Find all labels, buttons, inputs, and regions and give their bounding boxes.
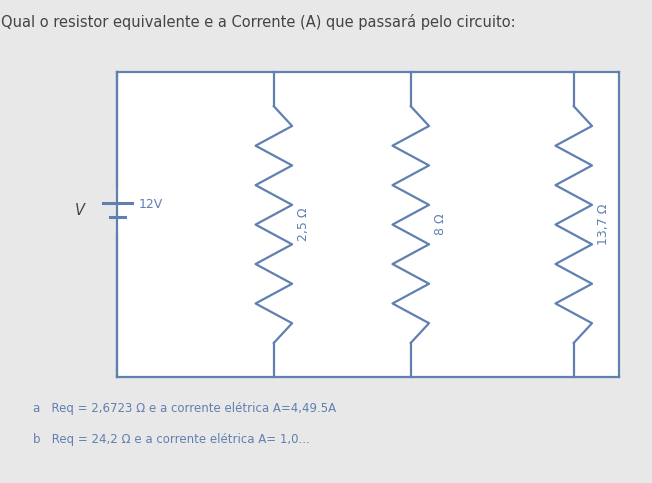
Text: Qual o resistor equivalente e a Corrente (A) que passará pelo circuito:: Qual o resistor equivalente e a Corrente… xyxy=(1,14,516,30)
Text: 13,7 Ω: 13,7 Ω xyxy=(597,204,610,245)
Text: 12V: 12V xyxy=(138,198,162,211)
Text: 8 Ω: 8 Ω xyxy=(434,214,447,235)
Text: a   Req = 2,6723 Ω e a corrente elétrica A=4,49.5A: a Req = 2,6723 Ω e a corrente elétrica A… xyxy=(33,402,336,414)
Text: V: V xyxy=(75,202,85,218)
Bar xyxy=(117,72,619,377)
Text: b   Req = 24,2 Ω e a corrente elétrica A= 1,0...: b Req = 24,2 Ω e a corrente elétrica A= … xyxy=(33,433,309,446)
Text: 2,5 Ω: 2,5 Ω xyxy=(297,208,310,242)
